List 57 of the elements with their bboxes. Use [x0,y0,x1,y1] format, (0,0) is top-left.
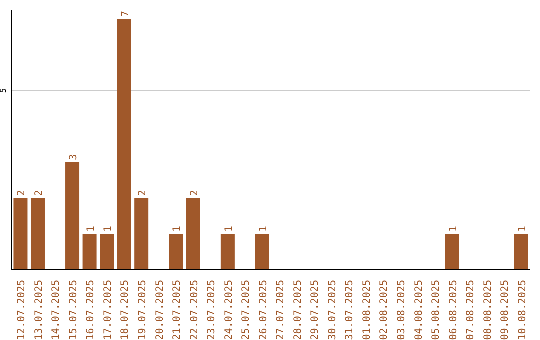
x-tick-label: 21.07.2025 [172,280,184,340]
x-tick-label: 25.07.2025 [241,280,252,340]
data-label: 1 [224,226,235,232]
x-tick-label: 20.07.2025 [154,280,166,340]
data-label: 1 [258,226,270,232]
data-label: 2 [138,190,149,196]
bar [14,198,28,270]
data-label: 1 [448,226,460,232]
x-tick-label: 06.08.2025 [448,280,460,340]
data-label: 1 [517,226,528,232]
bar [117,18,132,270]
x-tick-label: 09.08.2025 [500,280,512,340]
bar [186,198,200,270]
x-tick-label: 08.08.2025 [482,280,494,340]
bar [66,162,80,270]
x-tick-label: 18.07.2025 [120,280,132,340]
x-tick-label: 03.08.2025 [396,280,408,340]
x-tick-label: 24.07.2025 [224,280,235,340]
bar [100,234,114,270]
data-label: 1 [172,226,184,232]
bar [169,234,184,270]
bar [82,234,97,270]
x-tick-label: 04.08.2025 [414,280,425,340]
bar [134,198,149,270]
x-tick-label: 14.07.2025 [51,280,62,340]
x-tick-label: 17.07.2025 [102,280,114,340]
bar [30,198,45,270]
bar [445,234,460,270]
x-tick-label: 28.07.2025 [292,280,304,340]
data-label: 2 [34,190,45,196]
data-label: 1 [103,226,114,232]
x-tick-label: 27.07.2025 [276,280,287,340]
x-tick-label: 19.07.2025 [138,280,148,340]
data-label: 3 [68,154,80,160]
x-tick-label: 30.07.2025 [327,280,338,340]
bar [255,234,270,270]
x-tick-label: 16.07.2025 [86,280,97,340]
x-tick-label: 31.07.2025 [344,280,356,340]
data-label: 2 [16,190,28,196]
data-label: 2 [189,190,200,196]
x-tick-label: 10.08.2025 [517,280,528,340]
data-label: 7 [120,10,132,17]
x-tick-label: 23.07.2025 [206,280,218,340]
x-tick-label: 13.07.2025 [34,280,45,340]
x-tick-label: 07.08.2025 [466,280,477,340]
x-tick-label: 12.07.2025 [16,280,28,340]
x-tick-label: 02.08.2025 [379,280,390,340]
data-label: 1 [86,226,97,232]
x-tick-label: 01.08.2025 [362,280,373,340]
x-tick-label: 05.08.2025 [431,280,442,340]
x-tick-label: 29.07.2025 [310,280,322,340]
y-tick-label: 5 [0,88,8,94]
bar [220,234,235,270]
x-tick-label: 26.07.2025 [258,280,270,340]
x-tick-label: 15.07.2025 [68,280,80,340]
x-tick-label: 22.07.2025 [189,280,200,340]
bar [514,234,528,270]
